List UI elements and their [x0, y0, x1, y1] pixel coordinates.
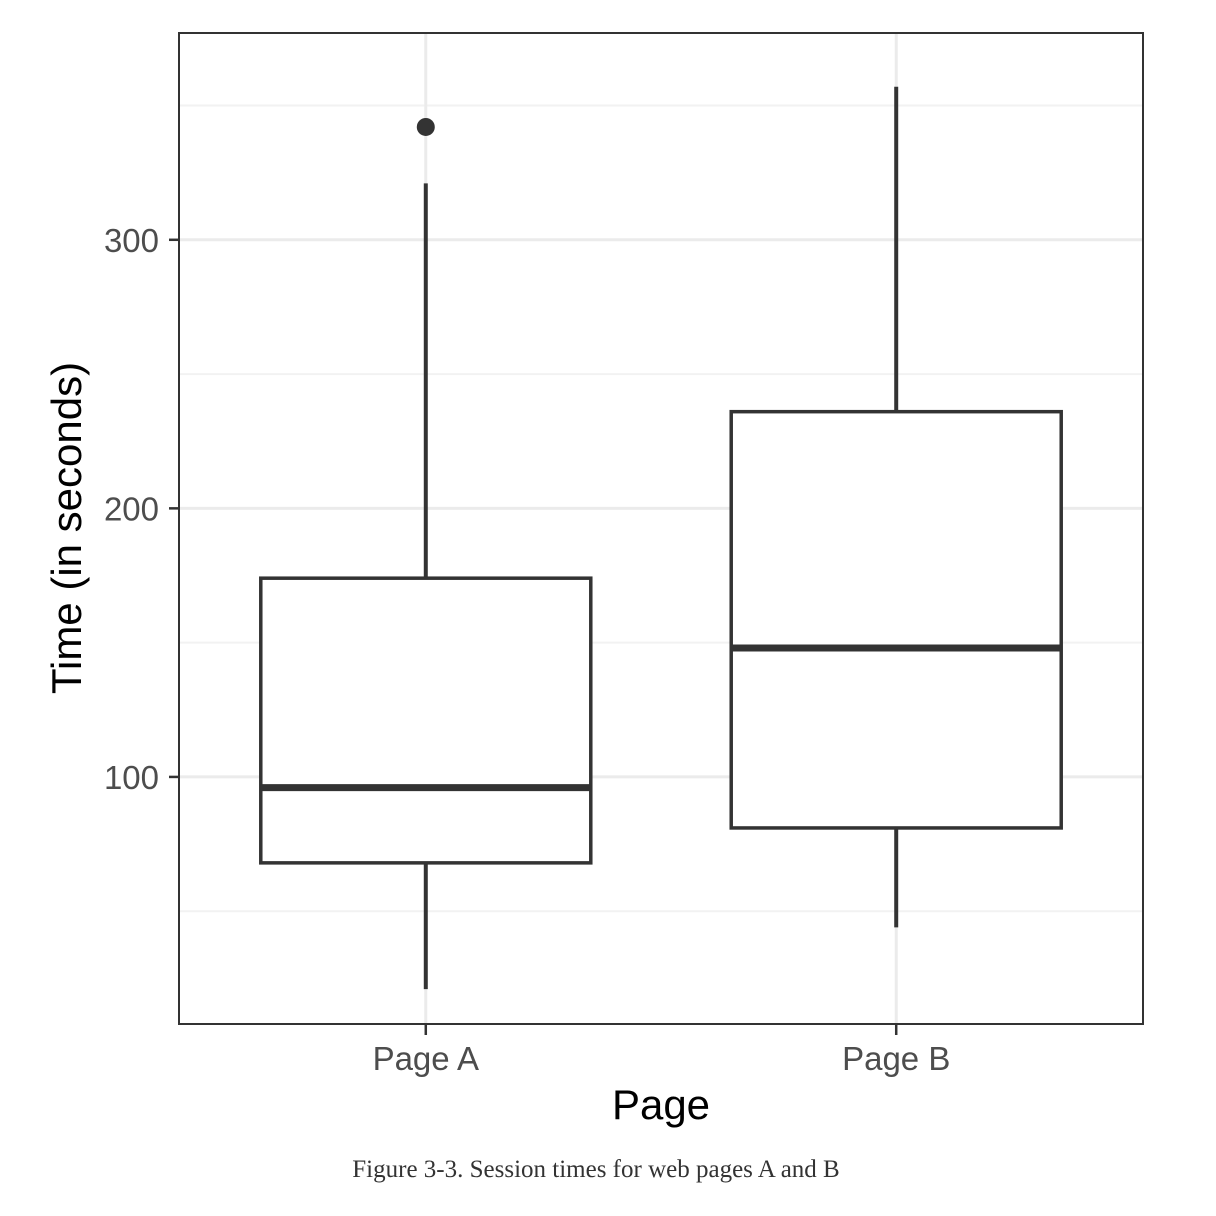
boxes — [259, 86, 1063, 990]
plot-panel-border — [178, 32, 1144, 1025]
box-iqr — [259, 576, 593, 865]
x-tick-label: Page A — [373, 1040, 479, 1077]
x-tick-label: Page B — [842, 1040, 950, 1077]
x-axis-title: Page — [612, 1081, 710, 1128]
box-page-b — [729, 86, 1063, 928]
y-tick-label: 300 — [104, 222, 159, 259]
figure-caption: Figure 3-3. Session times for web pages … — [352, 1156, 840, 1183]
y-axis-title: Time (in seconds) — [43, 362, 90, 694]
axes: 100 200 300 Page A Page B — [104, 222, 950, 1077]
y-tick-label: 100 — [104, 759, 159, 796]
box-page-a — [259, 117, 593, 990]
outlier-point — [416, 117, 435, 136]
box-iqr — [729, 409, 1063, 830]
y-tick-label: 200 — [104, 490, 159, 527]
